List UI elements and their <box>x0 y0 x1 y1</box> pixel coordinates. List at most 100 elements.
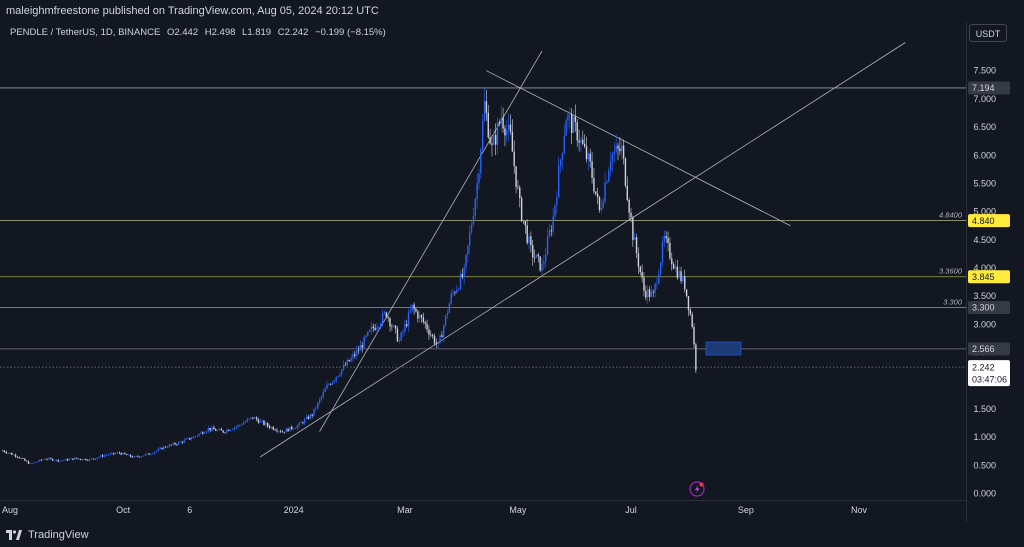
candle-body <box>443 325 445 338</box>
candle-body <box>318 399 321 403</box>
candle-body <box>624 158 627 186</box>
candle-body <box>53 460 56 462</box>
candle-body <box>439 335 441 344</box>
candle-body <box>331 381 334 385</box>
candle-body <box>602 201 604 208</box>
candle-body <box>291 426 293 430</box>
candle-body <box>506 129 508 136</box>
candle-body <box>203 432 206 434</box>
candle-body <box>446 312 449 316</box>
candle-body <box>11 453 13 455</box>
horizontal-levels: 4.8400 3.3600 3.300 <box>0 87 966 350</box>
candle-body <box>139 456 141 458</box>
candle-body <box>98 456 100 458</box>
trendline[interactable] <box>486 70 791 227</box>
candle-body <box>515 166 517 187</box>
candle-body <box>498 122 501 124</box>
candle-body <box>220 429 223 431</box>
level-line-label: 3.3600 <box>939 267 963 276</box>
time-tick-label: Sep <box>738 505 754 515</box>
candle-body <box>228 429 230 431</box>
time-axis[interactable]: Aug Oct 6 2024 Mar May Jul Sep Nov <box>2 505 868 515</box>
time-tick-label: 6 <box>187 505 192 515</box>
candle-body <box>378 326 380 328</box>
candle-body <box>494 134 497 145</box>
candle-body <box>246 419 248 422</box>
candle-body <box>381 313 384 324</box>
price-range-marker[interactable] <box>705 341 742 356</box>
candle-body <box>389 318 391 327</box>
candle-body <box>383 312 386 314</box>
candle-body <box>81 459 83 461</box>
candle-body <box>24 458 26 461</box>
price-tick-label: 6.500 <box>973 122 996 132</box>
candle-body <box>317 402 319 409</box>
price-label-box <box>968 214 1010 228</box>
candle-body <box>270 426 273 428</box>
candle-body <box>322 391 324 397</box>
candle-body <box>539 256 541 271</box>
candle-body <box>333 380 336 382</box>
candle-body <box>109 453 111 455</box>
candle-body <box>150 454 152 455</box>
candle-body <box>85 458 87 461</box>
candle-body <box>689 309 692 315</box>
candle-body <box>589 153 591 162</box>
top-bar: maleighmfreestone published on TradingVi… <box>0 0 1024 22</box>
candle-body <box>92 458 95 460</box>
candle-body <box>363 336 365 348</box>
candle-body <box>365 335 367 337</box>
candle-body <box>194 436 197 437</box>
candle-body <box>183 439 185 443</box>
candle-body <box>669 242 671 259</box>
candle-body <box>352 354 354 358</box>
alert-icon[interactable] <box>689 481 705 497</box>
candle-body <box>470 224 473 233</box>
candle-body <box>426 323 428 330</box>
candle-body <box>51 458 54 461</box>
candle-body <box>637 253 640 267</box>
tradingview-logo-text: TradingView <box>28 529 89 541</box>
candle-body <box>140 456 143 458</box>
candle-body <box>513 151 515 167</box>
candle-body <box>359 345 362 351</box>
candle-body <box>559 159 562 166</box>
candle-body <box>411 304 413 311</box>
time-tick-label: Nov <box>851 505 868 515</box>
candle-body <box>546 236 549 255</box>
symbol-name[interactable]: PENDLE / TetherUS, 1D, BINANCE <box>10 27 161 38</box>
candle-body <box>526 225 528 244</box>
candle-body <box>22 458 24 459</box>
candle-body <box>124 452 126 455</box>
candle-body <box>405 324 408 327</box>
candle-body <box>126 454 128 456</box>
candle-body <box>609 161 612 171</box>
candle-body <box>632 217 634 240</box>
tradingview-logo[interactable]: TradingView <box>6 529 89 541</box>
candle-body <box>233 427 235 430</box>
candle-body <box>307 416 310 419</box>
candle-body <box>530 236 532 246</box>
candle-body <box>661 242 664 263</box>
candle-body <box>40 459 43 461</box>
candle-body <box>320 396 323 400</box>
time-tick-label: May <box>509 505 527 515</box>
candle-body <box>103 455 106 457</box>
candle-body <box>289 426 291 432</box>
candle-body <box>146 453 148 455</box>
currency-unit-button[interactable]: USDT <box>969 24 1007 42</box>
trendline[interactable] <box>260 42 906 458</box>
candle-body <box>489 137 491 144</box>
trendline[interactable] <box>319 50 543 432</box>
candle-body <box>580 139 582 143</box>
candle-body <box>615 145 617 152</box>
candle-body <box>226 429 228 433</box>
candle-body <box>646 289 649 298</box>
candle-body <box>474 198 476 217</box>
candle-body <box>181 441 184 443</box>
candle-body <box>543 261 545 265</box>
candle-body <box>261 420 263 422</box>
price-labels: 7.194 4.840 3.845 3.300 2.566 2.242 03:47:06 <box>968 81 1010 387</box>
candle-body <box>400 332 402 341</box>
